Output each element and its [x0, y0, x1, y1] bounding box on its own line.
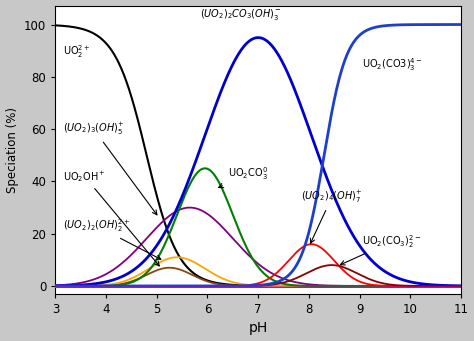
Text: $(UO_2)_3(OH)_5^{+}$: $(UO_2)_3(OH)_5^{+}$	[63, 121, 157, 215]
Text: UO$_2$(CO$_3$)$_2^{2-}$: UO$_2$(CO$_3$)$_2^{2-}$	[340, 233, 421, 265]
X-axis label: pH: pH	[248, 322, 268, 336]
Text: $(UO_2)_2CO_3(OH)_3^-$: $(UO_2)_2CO_3(OH)_3^-$	[200, 7, 282, 22]
Text: $(UO_2)_2(OH)_2^{2+}$: $(UO_2)_2(OH)_2^{2+}$	[63, 218, 161, 259]
Text: UO$_2$OH$^+$: UO$_2$OH$^+$	[63, 169, 159, 266]
Text: UO$_2$(CO3)$_3^{4-}$: UO$_2$(CO3)$_3^{4-}$	[362, 56, 423, 73]
Text: $(UO_2)_4(OH)_7^{+}$: $(UO_2)_4(OH)_7^{+}$	[301, 189, 363, 243]
Y-axis label: Speciation (%): Speciation (%)	[6, 107, 18, 193]
Text: UO$_2$CO$_3^0$: UO$_2$CO$_3^0$	[219, 165, 268, 188]
Text: UO$_2^{2+}$: UO$_2^{2+}$	[63, 43, 91, 60]
